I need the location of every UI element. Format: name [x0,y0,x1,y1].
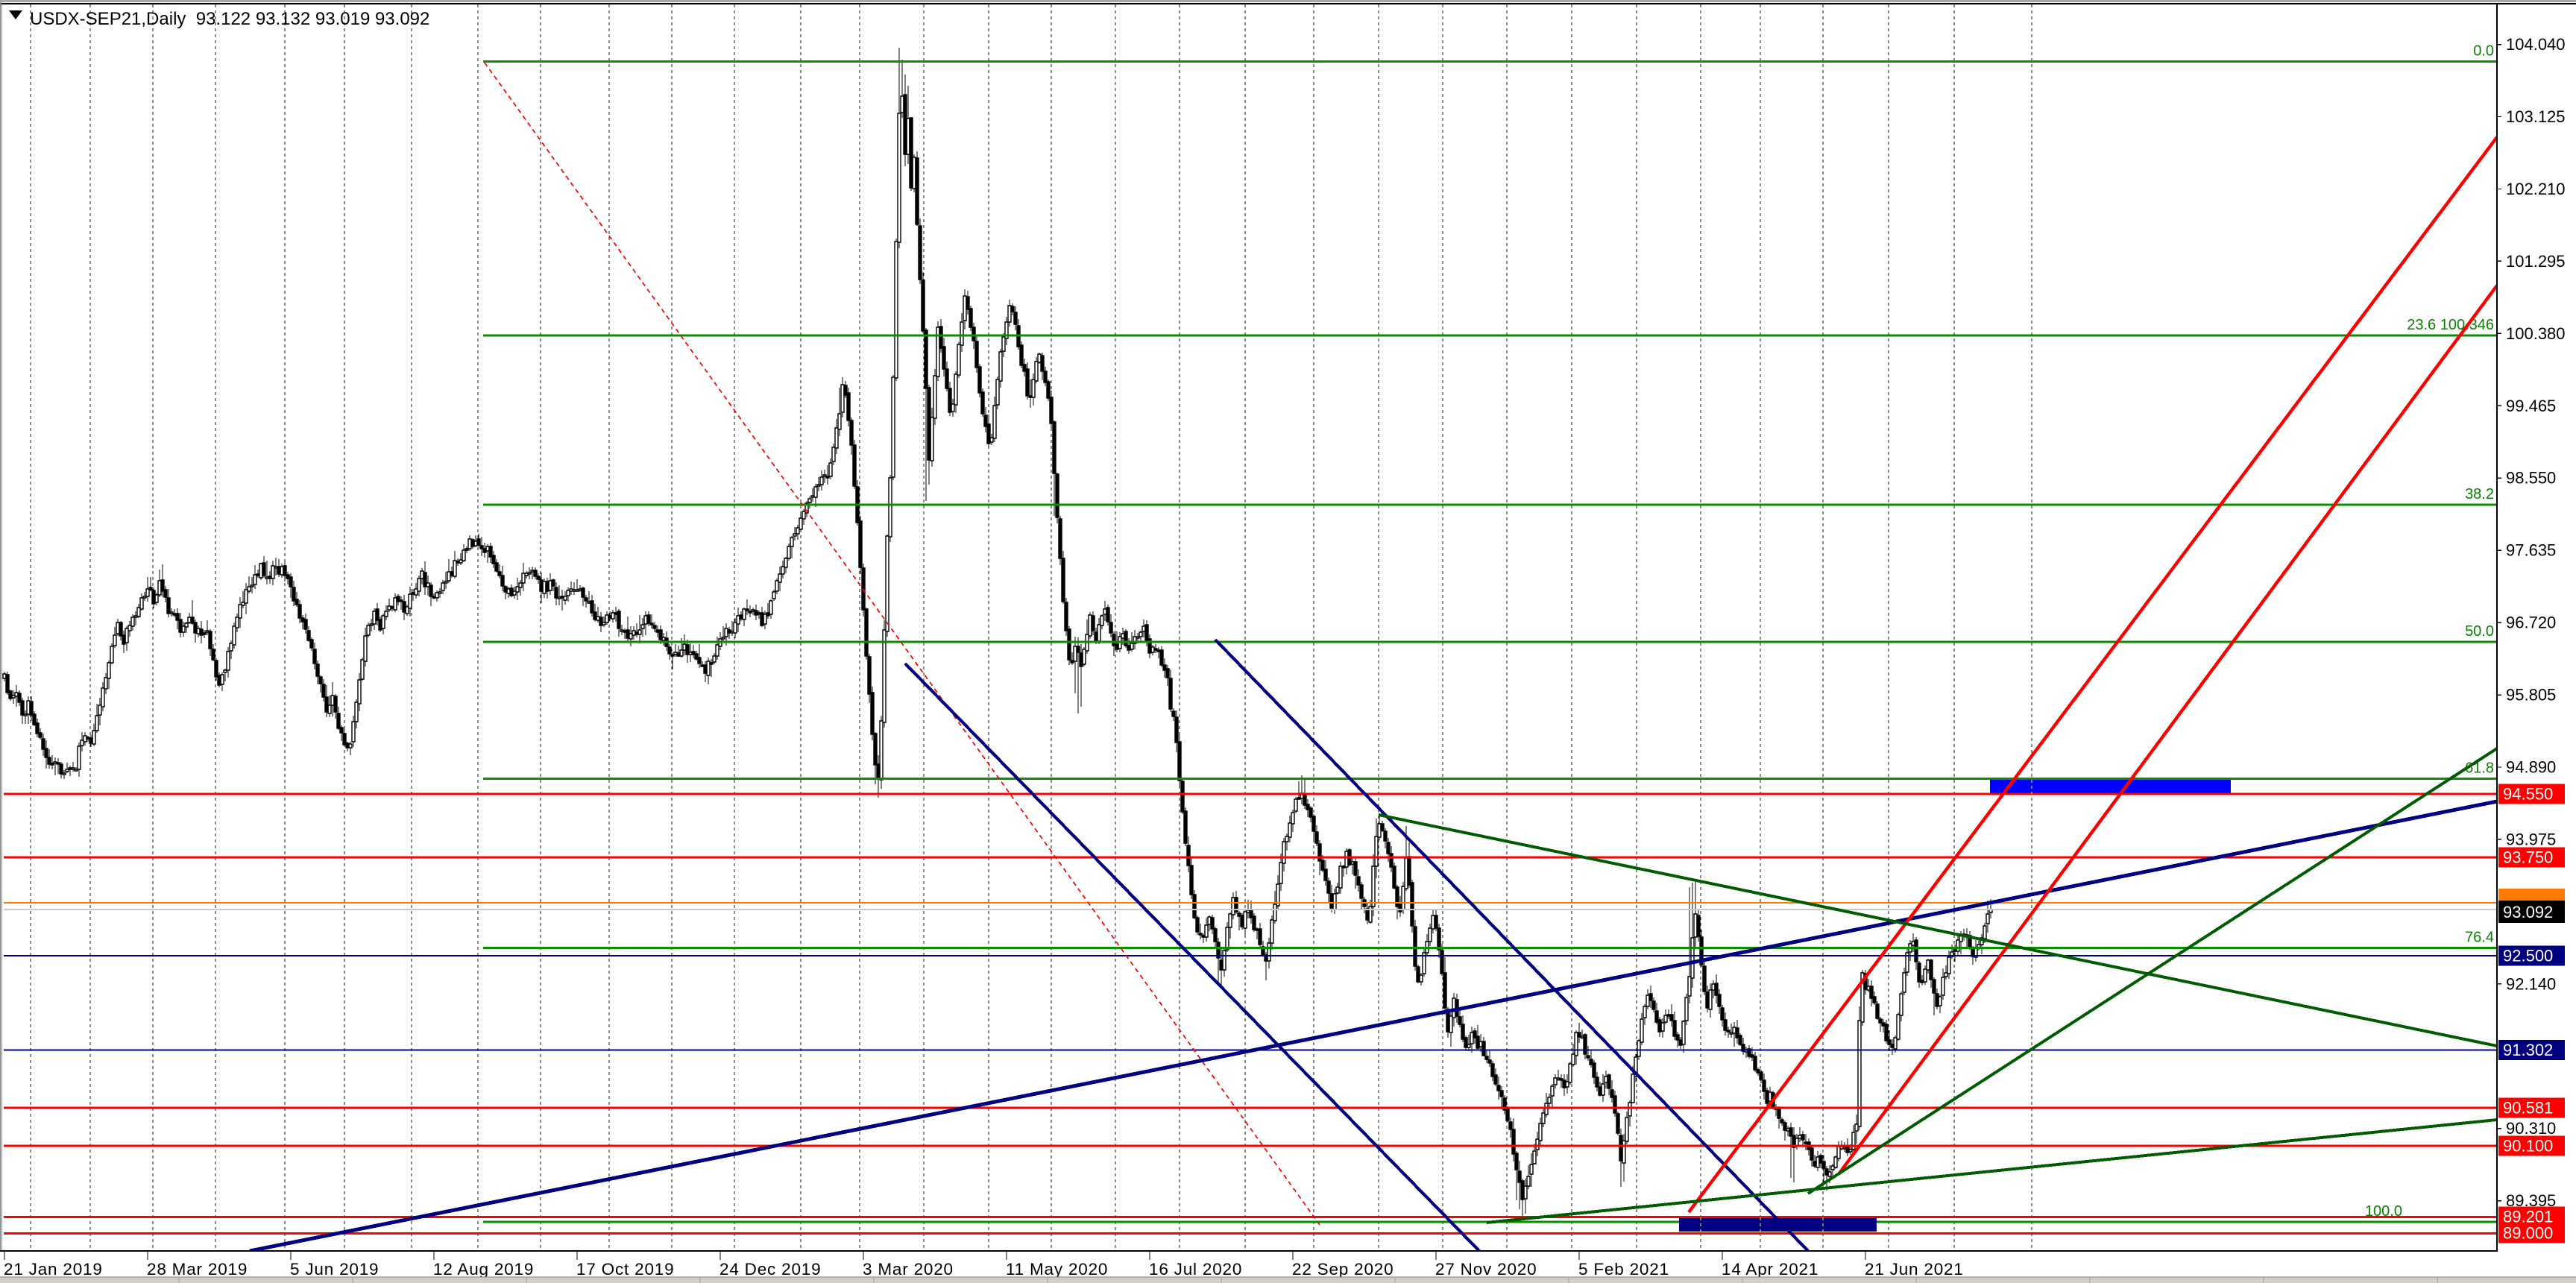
svg-text:16 Jul 2020: 16 Jul 2020 [1149,1260,1242,1279]
svg-text:5 Jun 2019: 5 Jun 2019 [290,1260,379,1279]
svg-text:50.0: 50.0 [2465,623,2494,640]
svg-text:89.201: 89.201 [2503,1208,2553,1226]
svg-text:102.210: 102.210 [2506,180,2566,198]
svg-text:0.0: 0.0 [2473,43,2494,60]
svg-text:90.581: 90.581 [2503,1099,2553,1117]
svg-text:97.635: 97.635 [2506,541,2556,560]
svg-text:103.125: 103.125 [2506,107,2566,126]
svg-text:21 Jun 2021: 21 Jun 2021 [1865,1260,1964,1279]
svg-text:38.2: 38.2 [2465,486,2494,502]
svg-text:96.720: 96.720 [2506,614,2556,632]
svg-text:89.000: 89.000 [2503,1224,2553,1243]
svg-text:100.380: 100.380 [2506,324,2566,343]
svg-text:99.465: 99.465 [2506,397,2556,415]
svg-text:90.310: 90.310 [2506,1119,2556,1138]
svg-text:100.0: 100.0 [2365,1203,2402,1220]
svg-text:91.302: 91.302 [2503,1041,2553,1059]
svg-text:101.295: 101.295 [2506,252,2566,271]
svg-text:93.975: 93.975 [2506,830,2556,848]
svg-text:61.8: 61.8 [2465,760,2494,777]
svg-text:14 Apr 2021: 14 Apr 2021 [1722,1260,1818,1279]
svg-text:94.550: 94.550 [2503,785,2553,804]
svg-text:3 Mar 2020: 3 Mar 2020 [863,1260,954,1279]
svg-text:5 Feb 2021: 5 Feb 2021 [1578,1260,1669,1279]
svg-text:90.100: 90.100 [2503,1137,2553,1156]
svg-text:11 May 2020: 11 May 2020 [1006,1260,1108,1279]
svg-text:98.550: 98.550 [2506,469,2556,488]
svg-text:22 Sep 2020: 22 Sep 2020 [1292,1260,1394,1279]
svg-text:92.140: 92.140 [2506,974,2556,993]
svg-text:94.890: 94.890 [2506,758,2556,777]
svg-text:104.040: 104.040 [2506,35,2566,54]
svg-text:28 Mar 2019: 28 Mar 2019 [147,1260,248,1279]
svg-text:93.750: 93.750 [2503,848,2553,867]
svg-text:12 Aug 2019: 12 Aug 2019 [433,1260,534,1279]
svg-text:92.500: 92.500 [2503,947,2553,965]
svg-text:17 Oct 2019: 17 Oct 2019 [576,1260,674,1279]
svg-text:24 Dec 2019: 24 Dec 2019 [719,1260,821,1279]
svg-text:23.6 100.346: 23.6 100.346 [2407,317,2494,333]
svg-text:95.805: 95.805 [2506,686,2556,704]
svg-text:27 Nov 2020: 27 Nov 2020 [1435,1260,1537,1279]
svg-text:76.4: 76.4 [2465,930,2494,946]
svg-text:93.092: 93.092 [2503,903,2553,921]
svg-text:USDX-SEP21,Daily 93.122 93.13: USDX-SEP21,Daily 93.122 93.132 93.019 93… [30,9,429,29]
svg-text:21 Jan 2019: 21 Jan 2019 [4,1260,103,1279]
